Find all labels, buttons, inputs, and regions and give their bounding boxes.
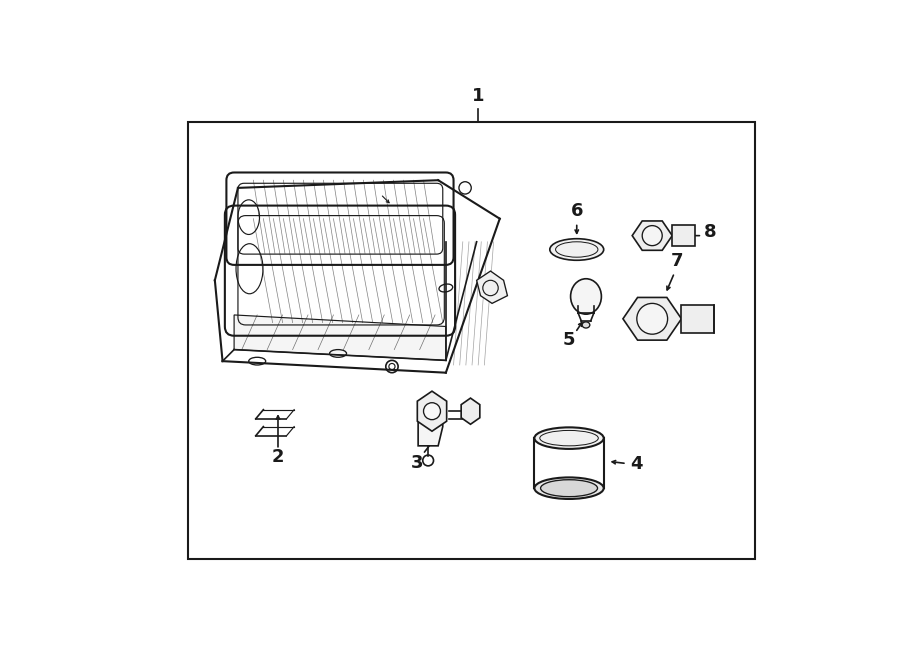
Polygon shape (681, 305, 714, 332)
Polygon shape (632, 221, 672, 251)
Ellipse shape (541, 480, 598, 496)
Polygon shape (672, 225, 695, 247)
Polygon shape (418, 411, 443, 446)
Text: 2: 2 (272, 448, 284, 467)
Bar (188, 122, 755, 559)
Text: 3: 3 (411, 454, 424, 472)
Polygon shape (461, 398, 480, 424)
Polygon shape (418, 391, 446, 431)
Ellipse shape (535, 428, 604, 449)
Polygon shape (623, 297, 681, 340)
Ellipse shape (550, 239, 604, 260)
Text: 4: 4 (631, 455, 644, 473)
Text: 7: 7 (670, 253, 683, 270)
Polygon shape (234, 315, 446, 360)
Ellipse shape (535, 477, 604, 499)
Polygon shape (477, 271, 508, 303)
Text: 6: 6 (571, 202, 583, 220)
Circle shape (424, 403, 440, 420)
Circle shape (643, 225, 662, 246)
Text: 5: 5 (562, 331, 575, 350)
Ellipse shape (571, 279, 601, 314)
Ellipse shape (582, 322, 590, 328)
Circle shape (637, 303, 668, 334)
Text: 1: 1 (472, 87, 484, 104)
Text: 8: 8 (704, 223, 716, 241)
